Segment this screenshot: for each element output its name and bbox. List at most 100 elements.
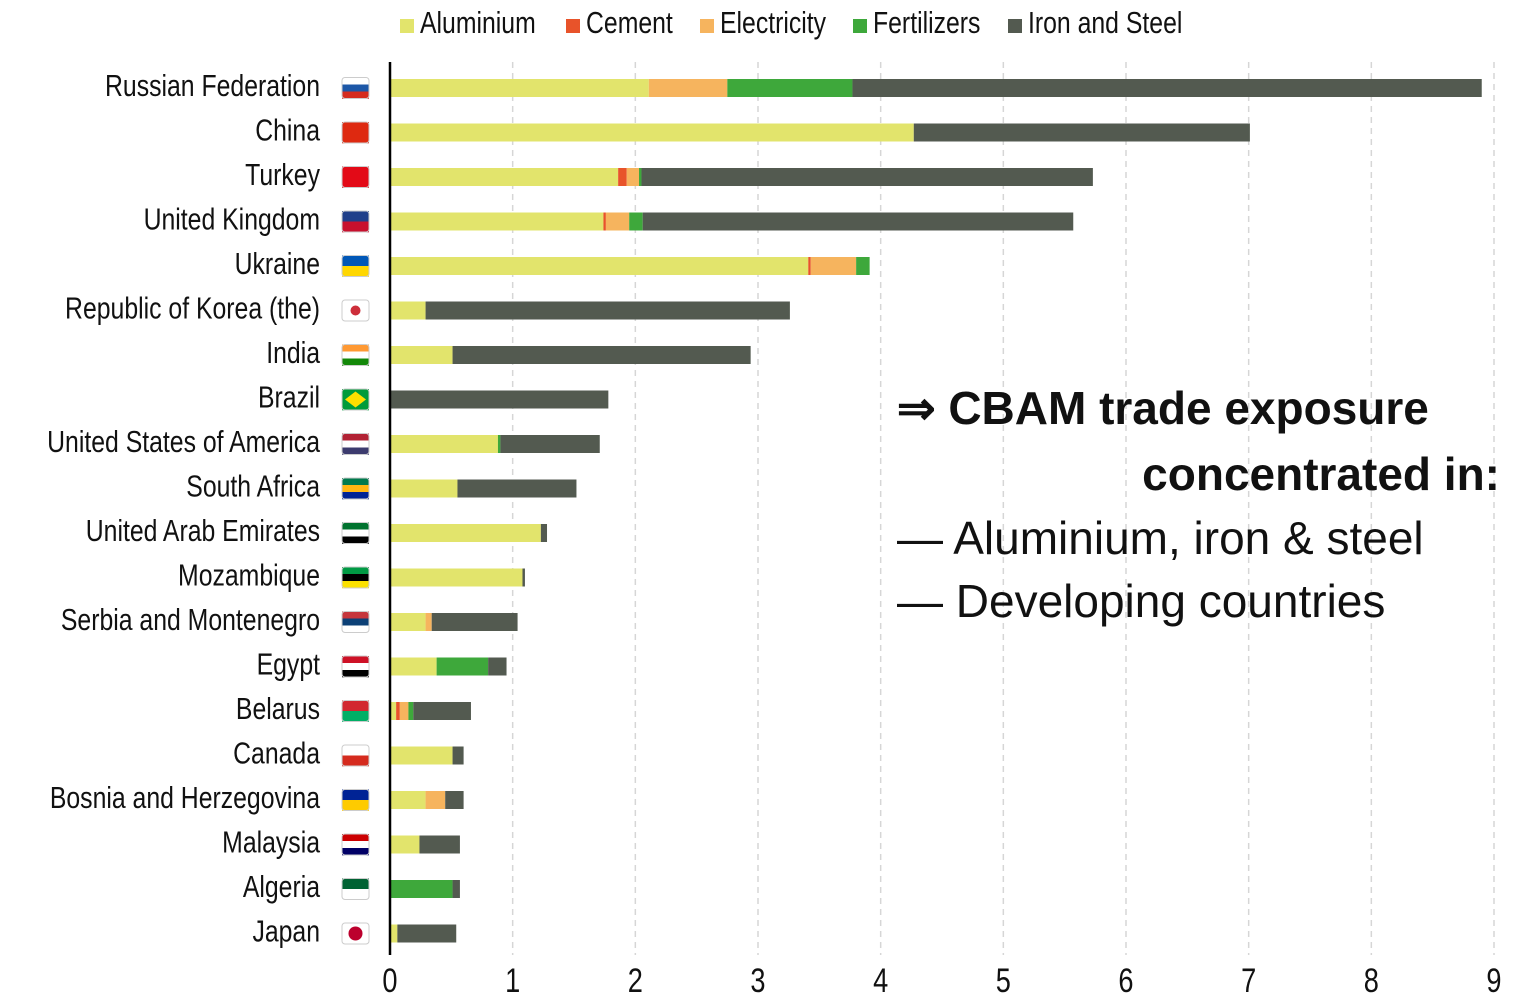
flag-stripe	[342, 166, 369, 188]
flag-stripe	[342, 618, 369, 626]
flag-stripe	[342, 878, 369, 890]
annotation: — Aluminium, iron & steel	[897, 512, 1424, 564]
y-tick-label: Serbia and Montenegro	[61, 603, 320, 637]
y-tick-label: Canada	[233, 736, 320, 770]
y-tick-label: Malaysia	[222, 825, 320, 859]
flag-stripe	[342, 447, 369, 455]
flag-stripe	[342, 77, 369, 85]
annotation: ⇒ CBAM trade exposure	[897, 382, 1429, 434]
bar-segment	[390, 479, 458, 498]
y-tick-label-group: Russian Federation	[105, 69, 320, 103]
x-tick-label: 0	[382, 961, 397, 996]
bar-segment	[396, 702, 400, 720]
bar-segment	[390, 301, 426, 320]
flag-stripe	[342, 670, 369, 678]
flag	[341, 522, 370, 544]
y-tick-label: Bosnia and Herzegovina	[50, 781, 320, 815]
flag-border	[341, 344, 370, 366]
x-tick-label-group: 9	[1486, 961, 1501, 996]
bar-segment	[408, 702, 414, 720]
flag-stripe	[342, 485, 369, 493]
flag-stripe	[342, 663, 369, 671]
bar-segment	[639, 168, 642, 186]
bar-segment	[425, 791, 446, 809]
flag-border	[341, 477, 370, 500]
flag-border	[341, 388, 370, 411]
bar-segment	[390, 346, 453, 364]
flag-stripe	[342, 91, 369, 99]
flag-stripe	[342, 841, 369, 849]
y-tick-label: Japan	[252, 914, 320, 948]
bar-segment	[419, 835, 460, 854]
y-tick-label-group: United States of America	[47, 425, 320, 459]
flag-stripe	[342, 344, 369, 352]
flag	[341, 789, 370, 811]
flag-stripe	[342, 255, 369, 267]
flag-stripe	[342, 221, 369, 233]
x-tick-label-group: 8	[1364, 961, 1379, 996]
legend-swatch	[853, 19, 867, 33]
flag-disc	[350, 305, 361, 316]
y-tick-label-group: Canada	[233, 736, 320, 770]
bar-segment	[452, 346, 751, 364]
y-tick-label: United Kingdom	[144, 202, 320, 236]
y-tick-label-group: Malaysia	[222, 825, 320, 859]
flag-stripe	[342, 611, 369, 619]
y-tick-label-group: Algeria	[243, 870, 321, 904]
bar-segment	[727, 79, 853, 97]
y-tick-label-group: Egypt	[257, 647, 321, 681]
flag	[341, 77, 370, 99]
y-tick-label-group: Japan	[252, 914, 320, 948]
flag-disc	[348, 926, 363, 941]
y-tick-label: Algeria	[243, 870, 321, 904]
legend-label: Aluminium	[420, 6, 536, 40]
bar-segment	[445, 791, 464, 809]
bar-segment	[390, 435, 498, 453]
y-tick-label: Turkey	[245, 158, 320, 192]
flag	[341, 210, 370, 233]
flag-border	[341, 166, 370, 188]
flag-stripe	[342, 755, 369, 767]
flag-stripe	[342, 529, 369, 537]
bar-segment	[390, 702, 397, 720]
flag	[341, 566, 370, 589]
legend-label: Fertilizers	[873, 6, 980, 40]
y-tick-label: Russian Federation	[105, 69, 320, 103]
flag	[341, 700, 370, 722]
flag-stripe	[342, 567, 369, 575]
bar-segment	[397, 924, 457, 943]
bar-segment	[390, 924, 398, 943]
flag-stripe	[342, 800, 369, 811]
bar-segment	[425, 301, 790, 320]
flag-stripe	[342, 581, 369, 589]
x-tick-label: 5	[996, 961, 1011, 996]
y-tick-label: Mozambique	[178, 558, 320, 592]
flag-stripe	[342, 122, 369, 144]
legend-label-group: Aluminium	[420, 6, 536, 40]
y-tick-label-group: Mozambique	[178, 558, 320, 592]
bar-segment	[808, 257, 811, 275]
bar-segment	[603, 212, 606, 231]
bar-segment	[431, 613, 518, 631]
flag	[341, 433, 370, 455]
flag	[341, 878, 370, 900]
y-tick-label-group: United Arab Emirates	[86, 514, 320, 548]
legend-swatch	[566, 19, 580, 33]
x-tick-label: 6	[1118, 961, 1133, 996]
flag-border	[341, 878, 370, 900]
flag	[341, 344, 370, 366]
annotation: concentrated in:	[1142, 448, 1500, 500]
flag-border	[341, 655, 370, 678]
legend-label: Cement	[586, 6, 673, 40]
flag-border	[341, 922, 370, 945]
bar-segment	[500, 435, 600, 453]
y-tick-label-group: China	[255, 113, 320, 147]
bar-segment	[641, 168, 1093, 186]
bar-segment	[390, 168, 619, 186]
flag-border	[341, 210, 370, 233]
y-tick-label-group: South Africa	[186, 469, 320, 503]
legend-swatch	[1008, 19, 1022, 33]
bar-segment	[413, 702, 471, 720]
legend-swatch	[400, 19, 414, 33]
